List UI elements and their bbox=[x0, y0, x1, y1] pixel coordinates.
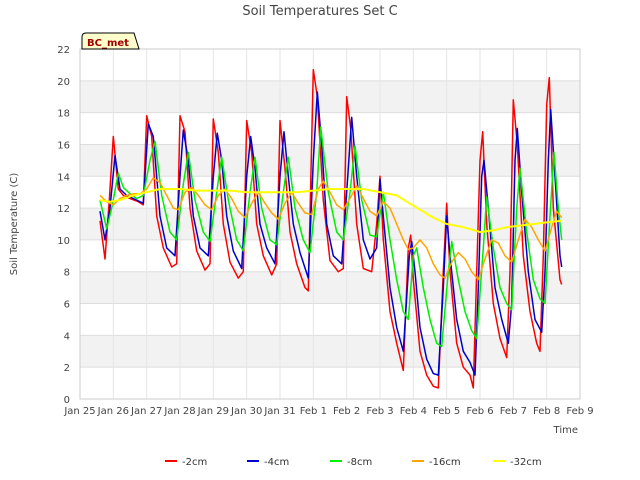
x-axis-label: Time bbox=[553, 425, 578, 436]
x-tick-label: Feb 7 bbox=[500, 406, 527, 417]
series-layer bbox=[99, 68, 563, 389]
x-tick-label: Jan 29 bbox=[197, 406, 229, 417]
y-tick-label: 2 bbox=[64, 363, 70, 374]
chart-title: Soil Temperatures Set C bbox=[242, 4, 397, 19]
legend-label: -32cm bbox=[510, 457, 542, 468]
y-tick-label: 16 bbox=[57, 140, 70, 151]
x-tick-label: Jan 30 bbox=[230, 406, 262, 417]
x-tick-label: Feb 4 bbox=[400, 406, 427, 417]
x-tick-label: Feb 9 bbox=[566, 406, 593, 417]
y-tick-label: 20 bbox=[57, 77, 70, 88]
y-tick-labels: 0 2 4 6 8 10 12 14 16 18 20 22 bbox=[57, 45, 70, 406]
x-tick-label: Jan 31 bbox=[263, 406, 295, 417]
y-tick-label: 22 bbox=[57, 45, 70, 56]
legend-label: -16cm bbox=[429, 457, 461, 468]
y-axis-label: Soil Temperature (C) bbox=[9, 173, 20, 276]
x-tick-label: Feb 6 bbox=[466, 406, 493, 417]
y-tick-label: 14 bbox=[57, 172, 70, 183]
plot-band bbox=[80, 144, 580, 177]
y-tick-label: 8 bbox=[64, 268, 70, 279]
station-badge: BC_met bbox=[81, 32, 140, 50]
legend: -2cm -4cm -8cm -16cm -32cm bbox=[165, 457, 542, 468]
station-badge-label: BC_met bbox=[87, 38, 129, 49]
y-tick-label: 6 bbox=[64, 300, 70, 311]
y-tick-label: 18 bbox=[57, 109, 70, 120]
x-tick-label: Feb 3 bbox=[366, 406, 393, 417]
x-tick-label: Feb 8 bbox=[533, 406, 560, 417]
y-tick-label: 12 bbox=[57, 204, 70, 215]
legend-label: -8cm bbox=[347, 457, 372, 468]
x-tick-labels: Jan 25 Jan 26 Jan 27 Jan 28 Jan 29 Jan 30 Jan … bbox=[63, 406, 593, 417]
y-tick-label: 0 bbox=[64, 395, 70, 406]
series-line-minus-8cm bbox=[99, 126, 563, 348]
y-tick-label: 10 bbox=[57, 236, 70, 247]
plot-band bbox=[80, 80, 580, 113]
legend-label: -4cm bbox=[264, 457, 289, 468]
series-line-minus-2cm bbox=[99, 68, 563, 389]
plot-frame bbox=[79, 48, 581, 400]
plot-band bbox=[80, 335, 580, 368]
series-line-minus-32cm bbox=[99, 188, 562, 233]
series-line-minus-4cm bbox=[99, 91, 563, 376]
plot-bands bbox=[80, 80, 580, 368]
x-tick-label: Feb 5 bbox=[433, 406, 460, 417]
x-tick-label: Jan 28 bbox=[163, 406, 195, 417]
plot-band bbox=[80, 208, 580, 240]
y-tick-label: 4 bbox=[64, 331, 70, 342]
series-line-minus-16cm bbox=[99, 177, 563, 281]
x-tick-label: Feb 1 bbox=[300, 406, 327, 417]
x-tick-label: Jan 27 bbox=[130, 406, 162, 417]
x-tick-label: Jan 26 bbox=[97, 406, 129, 417]
x-tick-label: Jan 25 bbox=[63, 406, 95, 417]
legend-label: -2cm bbox=[182, 457, 207, 468]
x-tick-label: Feb 2 bbox=[333, 406, 360, 417]
